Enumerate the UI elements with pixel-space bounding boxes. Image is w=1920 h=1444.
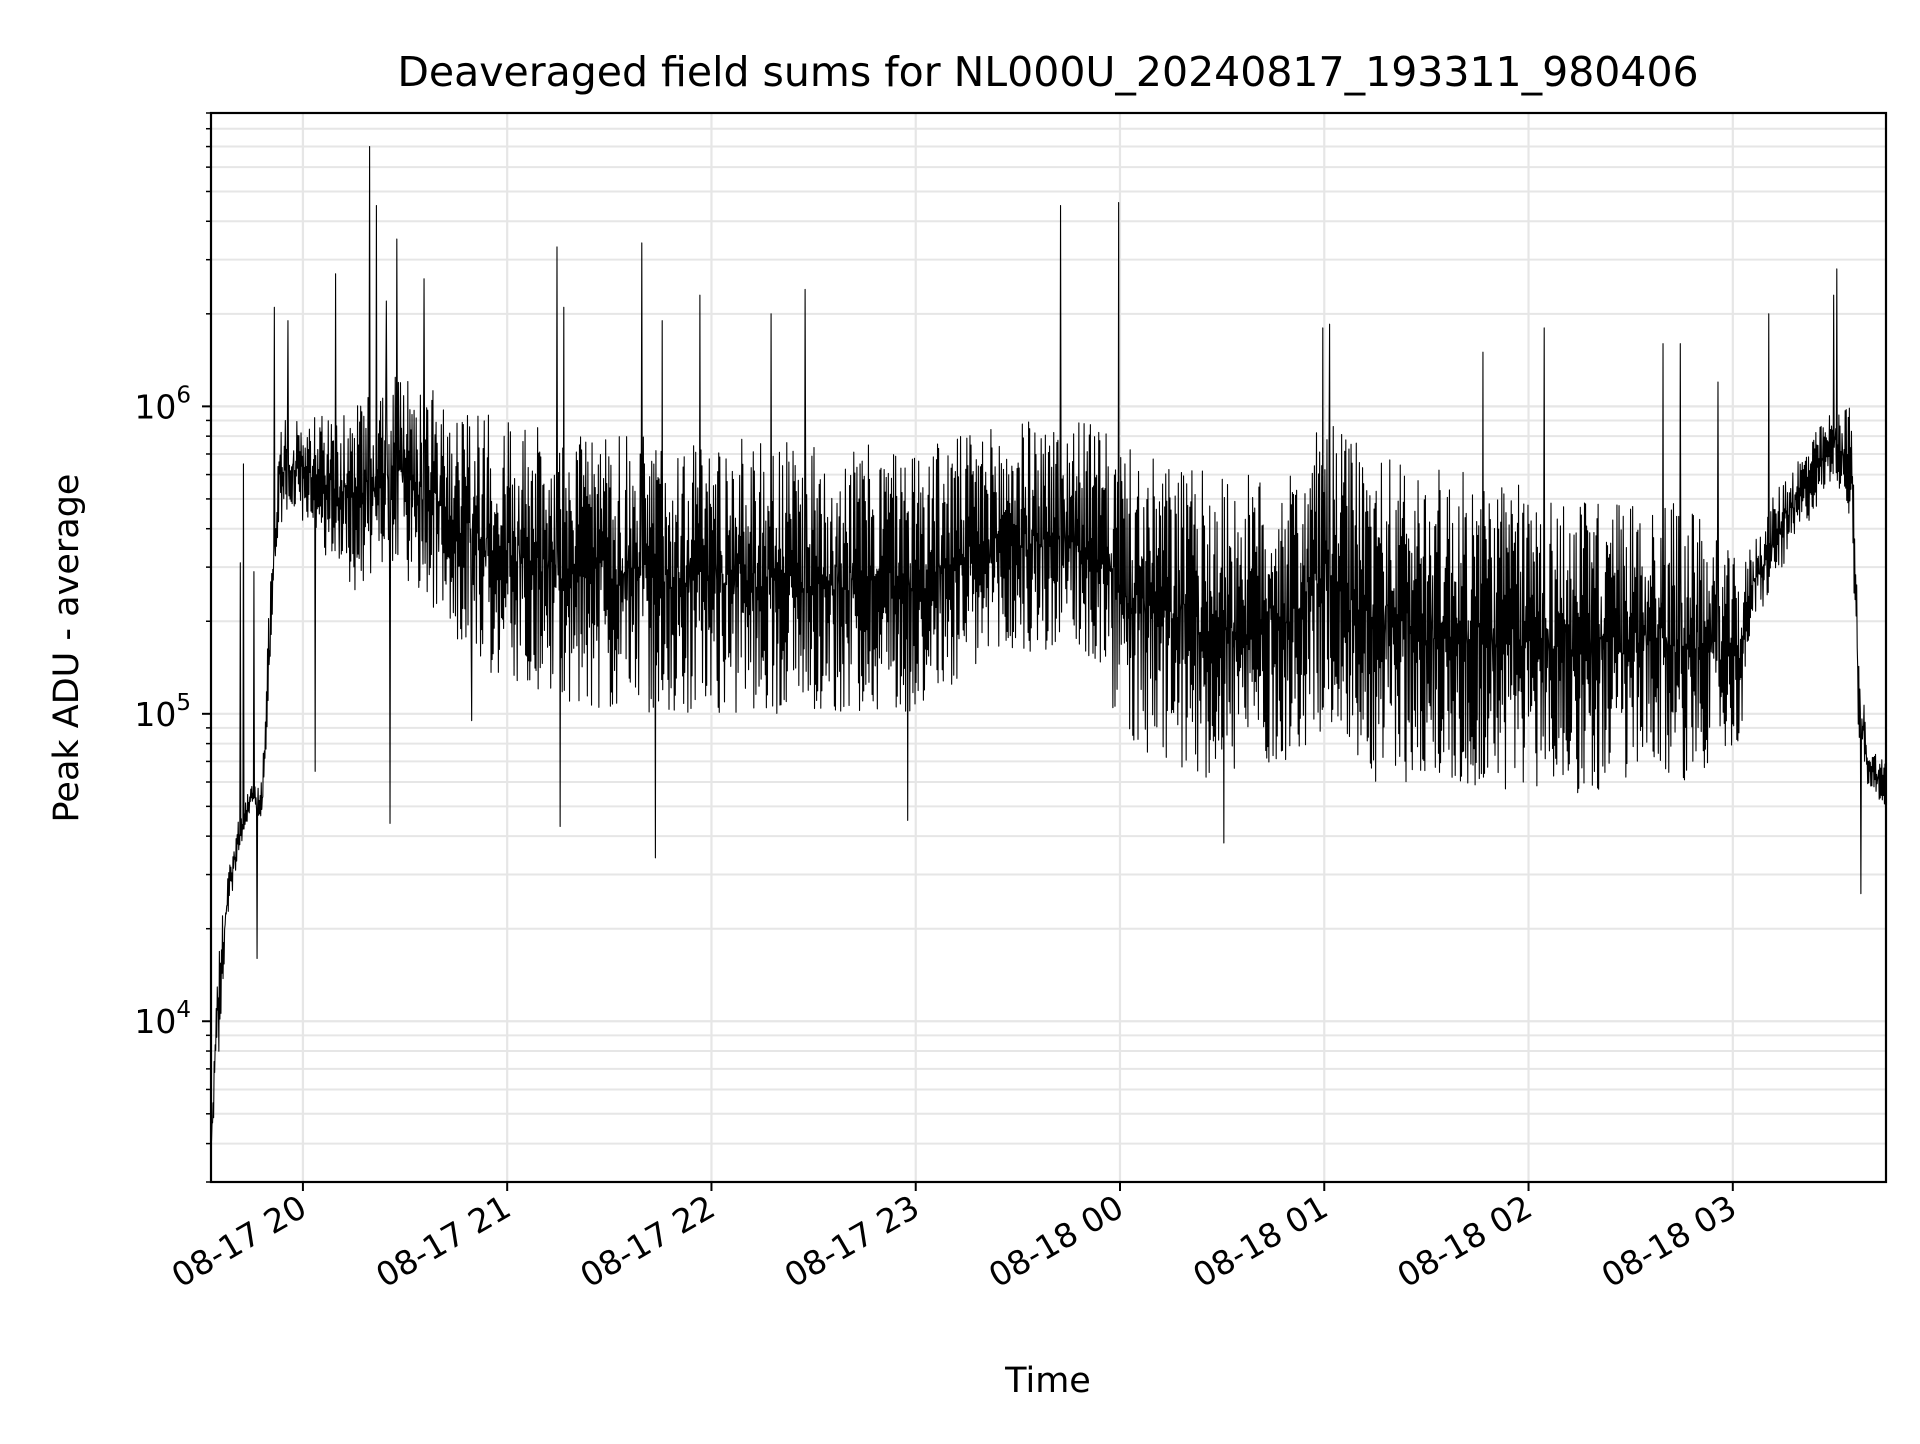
y-tick-label: 106 (134, 382, 191, 426)
y-axis-label: Peak ADU - average (47, 474, 87, 823)
y-tick-label: 104 (134, 997, 191, 1041)
plot-frame (209, 111, 1888, 1184)
y-tick-label: 105 (134, 690, 191, 734)
x-axis-label: Time (1004, 1361, 1091, 1401)
series-line (210, 146, 1887, 1149)
chart-title: Deaveraged field sums for NL000U_2024081… (397, 48, 1698, 96)
data-layer (210, 146, 1887, 1149)
